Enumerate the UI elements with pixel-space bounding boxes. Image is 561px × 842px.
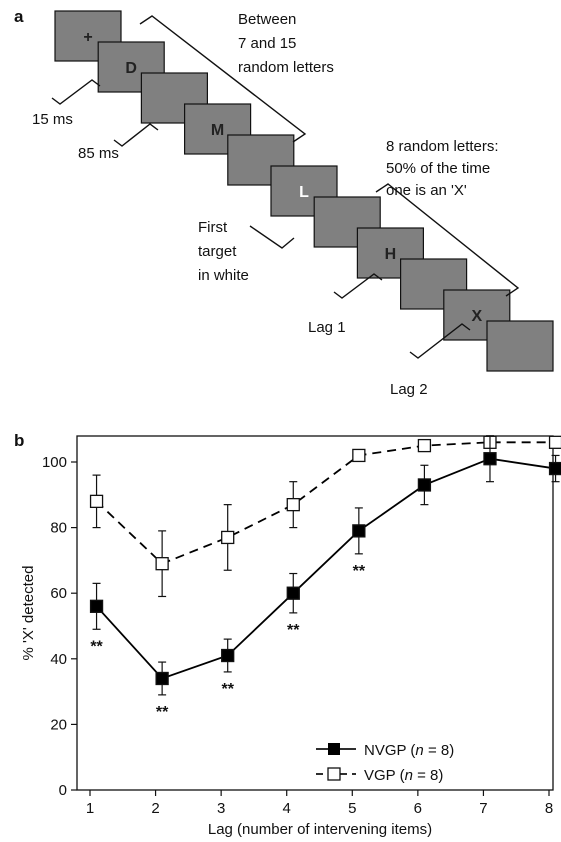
x-tick-label: 3 xyxy=(217,800,225,817)
series-line xyxy=(95,441,556,565)
first-target-line-3: in white xyxy=(198,267,249,284)
x-tick-label: 5 xyxy=(348,800,356,817)
legend-nvgp-nvalue: = 8 xyxy=(428,742,449,759)
series-nvgp: ** ** ** ** ** xyxy=(89,435,561,721)
legend-vgp-marker xyxy=(327,767,341,781)
stimulus-card xyxy=(486,320,554,372)
x-tick-label: 7 xyxy=(479,800,487,817)
series-layer: ** ** ** ** ** xyxy=(89,435,561,721)
data-point xyxy=(417,438,432,453)
significance-marker: ** xyxy=(156,704,169,721)
x-tick-label: 1 xyxy=(86,800,94,817)
y-axis-label: % 'X' detected xyxy=(20,566,37,661)
plot-area xyxy=(76,435,554,791)
lag2-label: Lag 2 xyxy=(390,381,428,398)
x-tick-label: 8 xyxy=(545,800,553,817)
y-axis-ticks: 0 20 40 60 80 100 xyxy=(42,454,77,799)
data-point xyxy=(417,478,432,492)
data-point xyxy=(89,599,104,613)
plot-frame xyxy=(76,435,554,791)
legend-vgp-n: n xyxy=(405,767,413,784)
random8-annotation: 8 random letters: 50% of the time one is… xyxy=(386,138,499,199)
legend-vgp-name: VGP xyxy=(364,767,396,784)
ms85-label: 85 ms xyxy=(78,145,119,162)
y-tick-label: 80 xyxy=(50,520,67,537)
stimulus-card xyxy=(400,258,468,310)
significance-marker: ** xyxy=(90,638,103,655)
random8-line-2: 50% of the time xyxy=(386,160,490,177)
stimulus-sequence: + D M L H X xyxy=(54,10,554,372)
y-tick-label: 0 xyxy=(59,782,67,799)
data-point xyxy=(221,648,235,663)
data-point xyxy=(548,461,561,476)
first-target-bracket xyxy=(249,225,295,249)
data-point xyxy=(548,435,561,449)
x-axis-ticks: 1 2 3 4 5 6 7 8 xyxy=(86,790,553,817)
x-axis-label: Lag (number of intervening items) xyxy=(208,821,432,838)
data-point xyxy=(352,524,366,538)
data-point xyxy=(483,452,497,466)
data-point xyxy=(221,530,235,545)
panel-b-label: b xyxy=(14,431,24,450)
y-tick-label: 20 xyxy=(50,716,67,733)
y-tick-label: 60 xyxy=(50,585,67,602)
legend-nvgp-n: n xyxy=(415,742,423,759)
between-line-1: Between xyxy=(238,11,296,28)
series-line xyxy=(95,457,556,680)
stimulus-letter: D xyxy=(125,60,137,77)
annotation-brackets xyxy=(51,15,520,359)
data-point xyxy=(352,448,366,463)
stimulus-letter: L xyxy=(299,184,309,201)
significance-marker: ** xyxy=(221,681,234,698)
series-vgp xyxy=(89,435,561,598)
first-target-annotation: First target in white xyxy=(198,219,249,284)
significance-marker: ** xyxy=(287,622,300,639)
significance-marker: ** xyxy=(353,563,366,580)
legend-nvgp-label: NVGP (n = 8) xyxy=(364,742,454,759)
legend-nvgp-name: NVGP xyxy=(364,742,407,759)
data-point xyxy=(155,671,169,686)
ms15-bracket xyxy=(51,79,101,105)
between-bracket xyxy=(139,15,307,143)
lag1-bracket xyxy=(333,273,383,299)
x-tick-label: 2 xyxy=(151,800,159,817)
between-line-3: random letters xyxy=(238,59,334,76)
legend: NVGP (n = 8) VGP (n = 8) xyxy=(316,742,454,784)
lag1-label: Lag 1 xyxy=(308,319,346,336)
x-tick-label: 6 xyxy=(414,800,422,817)
data-point xyxy=(286,586,300,600)
random8-line-1: 8 random letters: xyxy=(386,138,499,155)
between-annotation: Between 7 and 15 random letters xyxy=(238,11,334,76)
data-point xyxy=(286,497,300,512)
lag2-bracket xyxy=(409,323,471,359)
random8-line-3: one is an 'X' xyxy=(386,182,467,199)
between-line-2: 7 and 15 xyxy=(238,35,296,52)
data-point xyxy=(89,494,104,509)
data-point xyxy=(155,557,169,571)
ms15-label: 15 ms xyxy=(32,111,73,128)
stimulus-letter: + xyxy=(83,29,92,46)
stimulus-card xyxy=(227,134,295,186)
random8-bracket xyxy=(375,183,520,297)
legend-vgp-nvalue: = 8 xyxy=(417,767,438,784)
legend-vgp-label: VGP (n = 8) xyxy=(364,767,443,784)
x-tick-label: 4 xyxy=(283,800,291,817)
stimulus-letter: M xyxy=(211,122,224,139)
first-target-line-2: target xyxy=(198,243,237,260)
y-tick-label: 40 xyxy=(50,651,67,668)
ms85-bracket xyxy=(113,123,159,147)
y-tick-label: 100 xyxy=(42,454,67,471)
panel-a-label: a xyxy=(14,7,24,26)
legend-nvgp-marker xyxy=(328,743,340,755)
first-target-line-1: First xyxy=(198,219,228,236)
stimulus-letter: H xyxy=(385,246,397,263)
stimulus-letter: X xyxy=(471,308,482,325)
